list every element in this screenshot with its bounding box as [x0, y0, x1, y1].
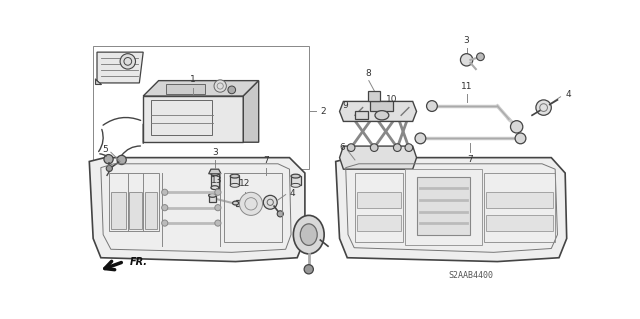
- Circle shape: [536, 100, 551, 115]
- Circle shape: [394, 144, 401, 152]
- Polygon shape: [236, 200, 255, 206]
- Polygon shape: [230, 176, 239, 185]
- Text: FR.: FR.: [129, 257, 147, 267]
- Circle shape: [477, 53, 484, 61]
- Ellipse shape: [300, 224, 317, 245]
- Circle shape: [348, 111, 355, 119]
- Polygon shape: [143, 81, 259, 96]
- Ellipse shape: [211, 186, 219, 189]
- Polygon shape: [417, 177, 470, 235]
- Circle shape: [214, 80, 227, 92]
- Text: 11: 11: [461, 82, 472, 91]
- Circle shape: [106, 165, 113, 172]
- Polygon shape: [209, 169, 221, 174]
- Ellipse shape: [232, 201, 239, 205]
- Text: 7: 7: [264, 156, 269, 165]
- Ellipse shape: [375, 111, 389, 120]
- Text: 1: 1: [190, 76, 196, 85]
- Text: 8: 8: [365, 69, 371, 78]
- Text: 6: 6: [339, 143, 345, 152]
- Polygon shape: [97, 52, 143, 83]
- Polygon shape: [340, 146, 417, 169]
- Circle shape: [120, 54, 136, 69]
- Text: 12: 12: [239, 179, 250, 189]
- Ellipse shape: [230, 183, 239, 187]
- Ellipse shape: [293, 215, 324, 254]
- Circle shape: [394, 111, 401, 119]
- Polygon shape: [355, 111, 368, 119]
- Circle shape: [263, 195, 277, 209]
- Text: 2: 2: [320, 107, 326, 116]
- Circle shape: [371, 144, 378, 152]
- Text: 5: 5: [102, 145, 108, 154]
- Ellipse shape: [209, 193, 216, 197]
- Circle shape: [427, 101, 437, 111]
- Circle shape: [239, 192, 262, 215]
- Polygon shape: [145, 192, 157, 229]
- Circle shape: [215, 189, 221, 195]
- Polygon shape: [340, 101, 417, 122]
- Text: 10: 10: [386, 95, 397, 104]
- Polygon shape: [95, 79, 101, 85]
- Text: 4: 4: [289, 189, 295, 197]
- Polygon shape: [129, 192, 141, 229]
- Text: 3: 3: [212, 148, 218, 157]
- Circle shape: [228, 86, 236, 94]
- Polygon shape: [243, 81, 259, 142]
- Text: S2AAB4400: S2AAB4400: [448, 271, 493, 280]
- Text: 3: 3: [464, 36, 470, 45]
- Ellipse shape: [230, 174, 239, 178]
- Polygon shape: [371, 101, 394, 111]
- Ellipse shape: [291, 183, 300, 187]
- Polygon shape: [111, 192, 126, 229]
- Text: 4: 4: [565, 90, 571, 99]
- Circle shape: [277, 211, 284, 217]
- Polygon shape: [486, 215, 553, 231]
- Circle shape: [215, 204, 221, 211]
- Polygon shape: [486, 192, 553, 208]
- Circle shape: [162, 204, 168, 211]
- Ellipse shape: [252, 201, 258, 205]
- Text: 9: 9: [342, 101, 348, 110]
- Text: 13: 13: [211, 175, 222, 185]
- Polygon shape: [336, 158, 566, 262]
- Circle shape: [405, 111, 413, 119]
- Circle shape: [162, 220, 168, 226]
- Text: 7: 7: [468, 155, 474, 164]
- Ellipse shape: [211, 172, 219, 176]
- Circle shape: [162, 189, 168, 195]
- Polygon shape: [211, 174, 219, 188]
- Circle shape: [415, 133, 426, 144]
- Polygon shape: [291, 176, 301, 185]
- Circle shape: [405, 144, 413, 152]
- Polygon shape: [357, 215, 401, 231]
- Circle shape: [515, 133, 526, 144]
- Polygon shape: [357, 192, 401, 208]
- Polygon shape: [209, 195, 216, 202]
- Polygon shape: [90, 158, 305, 262]
- Circle shape: [304, 265, 314, 274]
- Circle shape: [460, 54, 473, 66]
- Circle shape: [371, 111, 378, 119]
- Polygon shape: [368, 91, 380, 101]
- Circle shape: [348, 144, 355, 152]
- Ellipse shape: [291, 174, 300, 178]
- Circle shape: [511, 121, 523, 133]
- Bar: [151, 100, 212, 135]
- Circle shape: [117, 155, 126, 165]
- Circle shape: [104, 154, 113, 164]
- Polygon shape: [143, 96, 243, 142]
- Circle shape: [215, 220, 221, 226]
- Bar: [166, 85, 205, 94]
